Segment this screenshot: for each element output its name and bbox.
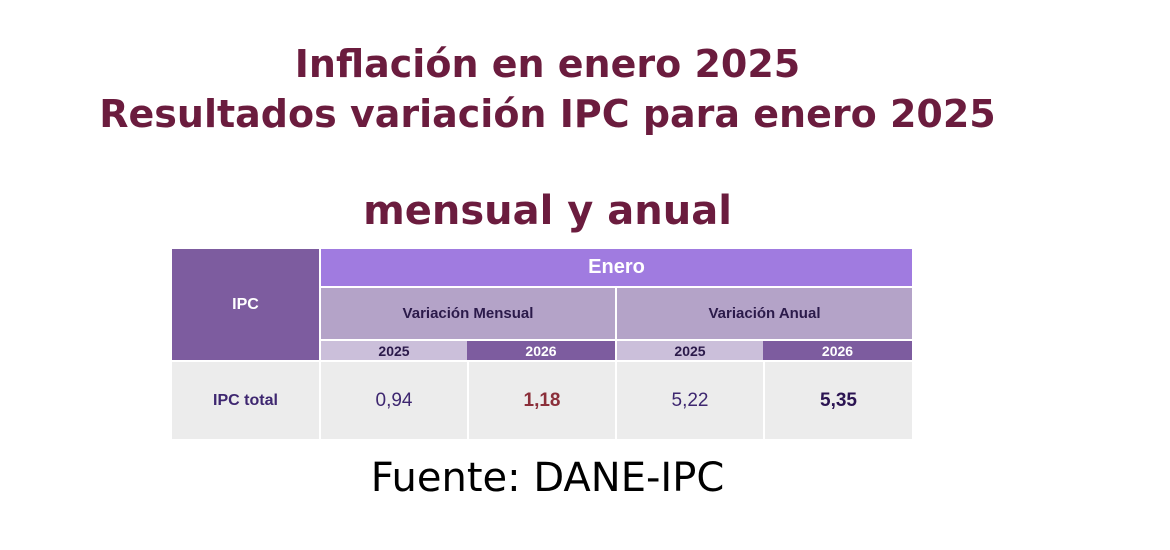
year-header: 2026 <box>763 339 912 360</box>
table-cell-value: 1,18 <box>467 360 615 439</box>
title-line-3: mensual y anual <box>363 188 732 234</box>
title-line-2: Resultados variación IPC para enero 2025 <box>99 92 996 136</box>
ipc-table: IPC Enero Variación Mensual Variación An… <box>172 249 912 439</box>
monthly-variation-header: Variación Mensual <box>319 286 615 339</box>
table-row-label: IPC total <box>172 360 319 439</box>
table-cell-value: 5,22 <box>615 360 763 439</box>
table-cell-value: 5,35 <box>763 360 912 439</box>
table-row-header: IPC <box>172 249 319 360</box>
year-header: 2025 <box>319 339 467 360</box>
title-line-1: Inflación en enero 2025 <box>294 42 801 86</box>
table-group-header: Enero <box>319 249 912 286</box>
year-header: 2026 <box>467 339 615 360</box>
annual-variation-header: Variación Anual <box>615 286 912 339</box>
source-caption: Fuente: DANE-IPC <box>370 455 725 501</box>
year-header: 2025 <box>615 339 763 360</box>
table-cell-value: 0,94 <box>319 360 467 439</box>
